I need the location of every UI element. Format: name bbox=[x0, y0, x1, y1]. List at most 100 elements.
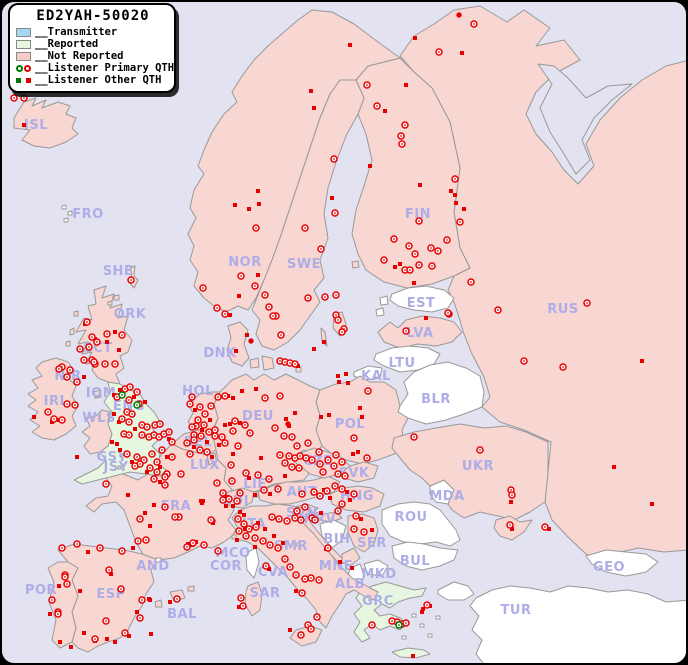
listener-primary-qth-marker-center bbox=[376, 105, 378, 107]
listener-other-qth-marker bbox=[454, 201, 458, 205]
listener-primary-qth-marker-center bbox=[405, 622, 407, 624]
listener-primary-qth-marker-center bbox=[91, 336, 93, 338]
listener-primary-qth-marker-center bbox=[366, 457, 368, 459]
listener-other-qth-marker bbox=[149, 632, 153, 636]
listener-primary-qth-marker-center bbox=[156, 471, 158, 473]
listener-primary-qth-marker-center bbox=[200, 435, 202, 437]
listener-other-qth-marker bbox=[113, 640, 117, 644]
legend-swatch-icon bbox=[16, 51, 31, 61]
listener-primary-qth-marker-center bbox=[192, 542, 194, 544]
listener-primary-qth-marker-center bbox=[254, 537, 256, 539]
legend-rows: __Transmitter __Reported __Not Reported __L… bbox=[16, 26, 174, 86]
listener-primary-qth-marker-center bbox=[13, 97, 15, 99]
legend-row-1: __Reported bbox=[16, 38, 170, 50]
listener-other-qth-marker bbox=[358, 406, 362, 410]
listener-primary-qth-marker-center bbox=[255, 526, 257, 528]
listener-primary-qth-marker-center bbox=[174, 516, 176, 518]
listener-primary-qth-marker-center bbox=[216, 482, 218, 484]
listener-primary-qth-marker-center bbox=[164, 506, 166, 508]
country-label-mkd: MKD bbox=[361, 567, 396, 582]
listener-other-qth-marker bbox=[113, 330, 117, 334]
listener-primary-qth-marker-center bbox=[153, 434, 155, 436]
listener-primary-qth-marker-center bbox=[400, 135, 402, 137]
listener-other-qth-marker bbox=[193, 408, 197, 412]
listener-primary-qth-marker-center bbox=[307, 442, 309, 444]
listener-other-qth-marker bbox=[253, 545, 257, 549]
listener-primary-qth-marker-center bbox=[121, 334, 123, 336]
listener-primary-qth-marker-center bbox=[93, 361, 95, 363]
listener-primary-qth-marker-center bbox=[124, 388, 126, 390]
listener-primary-qth-marker-center bbox=[154, 424, 156, 426]
listener-primary-qth-marker-center bbox=[156, 461, 158, 463]
listener-primary-qth-marker-center bbox=[319, 463, 321, 465]
listener-other-qth-marker bbox=[259, 456, 263, 460]
listener-other-qth-marker bbox=[393, 265, 397, 269]
listener-primary-qth-marker-center bbox=[304, 227, 306, 229]
listener-other-qth-marker bbox=[200, 428, 204, 432]
listener-primary-qth-marker-center bbox=[114, 363, 116, 365]
listener-primary-qth-marker-center bbox=[341, 503, 343, 505]
country-label-fin: FIN bbox=[405, 207, 431, 222]
listener-primary-qth-marker-center bbox=[237, 518, 239, 520]
listener-other-qth-marker bbox=[359, 517, 363, 521]
listener-other-qth-marker bbox=[238, 421, 242, 425]
listener-primary-qth-marker-center bbox=[296, 510, 298, 512]
listener-other-qth-marker bbox=[294, 589, 298, 593]
listener-primary-qth-marker-center bbox=[149, 467, 151, 469]
listener-primary-qth-marker-center bbox=[210, 519, 212, 521]
listener-primary-qth-marker-center bbox=[153, 478, 155, 480]
listener-other-qth-marker bbox=[322, 340, 326, 344]
listener-primary-qth-marker-center bbox=[128, 399, 130, 401]
white-sea bbox=[537, 63, 633, 175]
country-label-mne: MNE bbox=[319, 559, 353, 574]
listener-other-qth-marker bbox=[231, 504, 235, 508]
legend-label: __Not Reported bbox=[35, 50, 124, 62]
country-label-isl: ISL bbox=[24, 118, 48, 133]
listener-primary-qth-marker-center bbox=[353, 528, 355, 530]
listener-other-qth-marker bbox=[223, 423, 227, 427]
listener-other-qth-marker bbox=[148, 524, 152, 528]
listener-other-qth-marker bbox=[293, 411, 297, 415]
listener-cluster-marker bbox=[456, 12, 462, 18]
country-label-iom: IOM bbox=[86, 386, 116, 401]
listener-primary-qth-marker-center bbox=[145, 539, 147, 541]
listener-primary-qth-marker-center bbox=[61, 419, 63, 421]
country-label-lva: LVA bbox=[406, 326, 433, 341]
listener-other-qth-marker bbox=[344, 372, 348, 376]
listener-primary-qth-marker-center bbox=[130, 279, 132, 281]
legend-label: __Reported bbox=[35, 38, 99, 50]
listener-primary-qth-marker-center bbox=[128, 434, 130, 436]
listener-other-qth-marker bbox=[105, 637, 109, 641]
listener-primary-qth-marker-center bbox=[562, 366, 564, 368]
country-est bbox=[389, 285, 455, 313]
listener-other-qth-marker bbox=[398, 262, 402, 266]
listener-primary-qth-marker-center bbox=[344, 475, 346, 477]
listener-primary-qth-marker-center bbox=[298, 467, 300, 469]
listener-primary-qth-marker-center bbox=[272, 315, 274, 317]
listener-other-qth-marker bbox=[152, 503, 156, 507]
listener-other-qth-marker bbox=[192, 445, 196, 449]
listener-other-qth-marker bbox=[82, 631, 86, 635]
listener-primary-qth-marker-center bbox=[146, 426, 148, 428]
listener-primary-qth-marker-center bbox=[86, 321, 88, 323]
listener-primary-qth-marker-center bbox=[141, 424, 143, 426]
listener-other-qth-marker bbox=[231, 452, 235, 456]
listener-primary-qth-marker-center bbox=[307, 624, 309, 626]
listener-primary-qth-marker-center bbox=[94, 638, 96, 640]
listener-primary-qth-marker-center bbox=[296, 445, 298, 447]
listener-primary-qth-marker-center bbox=[206, 451, 208, 453]
listener-other-qth-marker bbox=[420, 610, 424, 614]
listener-primary-qth-marker-center bbox=[217, 396, 219, 398]
listener-primary-qth-marker-center bbox=[161, 449, 163, 451]
listener-primary-qth-marker-center bbox=[231, 480, 233, 482]
country-blr bbox=[397, 361, 485, 425]
listener-primary-qth-marker-center bbox=[222, 499, 224, 501]
listener-primary-qth-marker-center bbox=[240, 597, 242, 599]
listener-primary-qth-marker-center bbox=[230, 464, 232, 466]
listener-primary-qth-marker-center bbox=[141, 599, 143, 601]
listener-other-qth-marker bbox=[288, 628, 292, 632]
country-label-blr: BLR bbox=[421, 392, 451, 407]
country-label-lux: LUX bbox=[190, 458, 220, 473]
listener-primary-qth-marker-center bbox=[291, 436, 293, 438]
